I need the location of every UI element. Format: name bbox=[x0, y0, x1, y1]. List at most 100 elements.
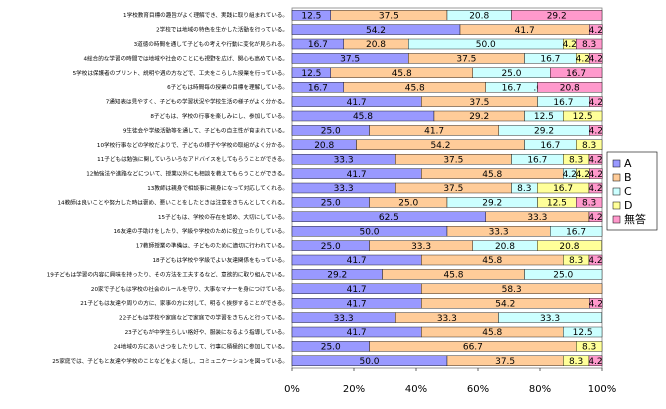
x-tick-label: 20% bbox=[343, 384, 365, 395]
bar-segment-無答 bbox=[511, 9, 603, 21]
data-label: 25.0 bbox=[321, 127, 341, 137]
data-label: 37.5 bbox=[340, 55, 360, 65]
bar-row: 41.7 58.3 bbox=[291, 283, 603, 295]
category-label: 11子どもは勉強に関していろいろなアドバイスをしてもらうことができる。 bbox=[97, 155, 288, 163]
bar-row: 29.2 45.8 25.0 bbox=[291, 269, 603, 281]
data-label: 12.5 bbox=[301, 11, 321, 21]
bar-segment-無答 bbox=[588, 182, 603, 194]
data-label: 4.2 bbox=[589, 26, 603, 36]
data-label: 16.7 bbox=[566, 69, 586, 79]
bar-segment-C bbox=[524, 269, 603, 280]
bar-segment-D bbox=[537, 240, 602, 251]
x-tick-label: 40% bbox=[405, 384, 427, 395]
data-label: 33.3 bbox=[334, 184, 354, 194]
category-label: 16友達の手助けをしたり、学級や学校のために役立ったりしている。 bbox=[113, 227, 288, 235]
data-label: 41.7 bbox=[347, 299, 367, 309]
data-label: 37.5 bbox=[379, 11, 399, 21]
data-label: 41.7 bbox=[424, 127, 444, 137]
data-label: 20.8 bbox=[495, 242, 515, 252]
category-label: 12勉強法や進路などについて、授業以外にも相談を教えてもらうことができる。 bbox=[86, 170, 288, 178]
data-label: 8.3 bbox=[582, 141, 596, 151]
legend-label: C bbox=[624, 185, 632, 198]
category-label: 3道徳の時間を通して子どもの考えや行動に変化が見られる。 bbox=[134, 40, 288, 48]
legend-swatch bbox=[612, 187, 621, 196]
data-label: 33.3 bbox=[527, 213, 547, 223]
data-label: 62.5 bbox=[379, 213, 399, 223]
data-label: 37.5 bbox=[443, 155, 463, 165]
legend-swatch bbox=[612, 201, 621, 210]
category-label: 25家庭では、子どもと友達や学校のことなどをよく話し、コミュニケーションを図って… bbox=[52, 357, 288, 365]
category-label: 23子どもが中学生らしい格好や、服装になるよう指導している。 bbox=[125, 328, 288, 336]
data-label: 8.3 bbox=[517, 184, 531, 194]
data-label: 25.0 bbox=[321, 199, 341, 209]
legend-swatch bbox=[612, 173, 621, 182]
bar-segment-C bbox=[550, 225, 603, 237]
bar-row: 25.0 25.0 29.2 12.5 8.3 bbox=[291, 197, 603, 209]
data-label: 41.7 bbox=[347, 256, 367, 266]
data-label: 20.8 bbox=[366, 40, 386, 50]
category-label: 18子どもは学校や学級でよい友達関係をもっている。 bbox=[153, 256, 289, 264]
bar-segment-D bbox=[563, 110, 603, 122]
data-label: 12.5 bbox=[534, 112, 554, 122]
bar-row: 16.7 20.8 50.0 4.2 8.3 bbox=[291, 38, 603, 50]
x-tick-label: 60% bbox=[467, 384, 489, 395]
category-label: 15子どもは、学校の存在を認め、大切にしている。 bbox=[158, 213, 288, 221]
legend-swatch bbox=[612, 215, 621, 224]
data-label: 25.0 bbox=[321, 242, 341, 252]
bar-segment-無答 bbox=[589, 168, 603, 179]
data-label: 37.5 bbox=[495, 357, 515, 367]
legend-swatch bbox=[612, 159, 621, 168]
bar-row: 12.5 45.8 25.0 16.7 bbox=[291, 67, 603, 79]
category-label: 14教師は良いことや努力した時は褒め、悪いことをしたときは注意をきちんとしてくれ… bbox=[57, 198, 288, 206]
bar-segment-無答 bbox=[588, 254, 603, 266]
data-label: 50.0 bbox=[359, 357, 379, 367]
data-label: 41.7 bbox=[347, 170, 367, 180]
bar-row: 45.8 29.2 12.5 12.5 bbox=[291, 110, 603, 122]
data-label: 37.5 bbox=[456, 55, 476, 65]
data-label: 41.7 bbox=[347, 98, 367, 108]
data-label: 45.8 bbox=[482, 256, 502, 266]
category-label: 20家で子どもは学校の社会のルールを守り、大事なマナーを身につけている。 bbox=[91, 285, 288, 293]
data-label: 12.5 bbox=[573, 328, 593, 338]
bar-segment-無答 bbox=[537, 81, 603, 93]
bar-row: 37.5 37.5 16.7 4.24.2 bbox=[291, 53, 603, 65]
data-label: 41.7 bbox=[515, 26, 535, 36]
data-label: 45.8 bbox=[482, 170, 502, 180]
data-label: 20.8 bbox=[559, 242, 579, 252]
data-label: 16.7 bbox=[308, 83, 328, 93]
data-label: 4.2 bbox=[563, 170, 577, 180]
data-label: 45.8 bbox=[353, 112, 373, 122]
bar-row: 41.7 54.2 4.2 bbox=[291, 298, 603, 309]
data-label: 45.8 bbox=[392, 69, 412, 79]
data-label: 8.3 bbox=[582, 199, 596, 209]
bar-segment-無答 bbox=[589, 298, 603, 309]
data-label: 4.2 bbox=[589, 98, 603, 108]
data-label: 20.8 bbox=[469, 11, 489, 21]
data-label: 33.3 bbox=[489, 227, 509, 237]
legend-label: D bbox=[624, 199, 632, 212]
data-label: 45.8 bbox=[405, 83, 425, 93]
data-label: 4.2 bbox=[563, 40, 577, 50]
bar-row: 12.5 37.5 20.8 29.2 bbox=[291, 9, 603, 21]
bar-row: 41.7 37.5 16.7 4.2 bbox=[291, 96, 603, 108]
bar-row: 41.7 45.8 4.24.24.2 bbox=[291, 168, 603, 180]
data-label: 33.3 bbox=[411, 242, 431, 252]
bar-row: 25.0 33.3 20.8 20.8 bbox=[291, 240, 602, 252]
category-label: 1学校教育目標の趣旨がよく理解でき、実践に取り組まれている。 bbox=[123, 11, 288, 19]
data-label: 66.7 bbox=[463, 343, 483, 353]
data-label: 4.2 bbox=[576, 170, 590, 180]
data-label: 50.0 bbox=[359, 227, 379, 237]
data-label: 33.3 bbox=[334, 155, 354, 165]
data-label: 29.2 bbox=[547, 11, 567, 21]
data-label: 4.2 bbox=[588, 256, 602, 266]
bar-segment-B bbox=[421, 283, 603, 294]
data-label: 4.2 bbox=[588, 213, 602, 223]
category-label: 8子どもは、学校の行事を楽しみにし、参加している。 bbox=[150, 112, 288, 120]
legend-label: A bbox=[624, 157, 632, 170]
data-label: 25.0 bbox=[553, 271, 573, 281]
data-label: 8.3 bbox=[569, 256, 583, 266]
category-label: 9生徒会や学級活動等を通して、子どもの自主性が育まれている。 bbox=[123, 126, 288, 134]
data-label: 4.2 bbox=[589, 299, 603, 309]
category-label: 13教師は親身で相談事に親身になって対応してくれる。 bbox=[147, 184, 288, 192]
